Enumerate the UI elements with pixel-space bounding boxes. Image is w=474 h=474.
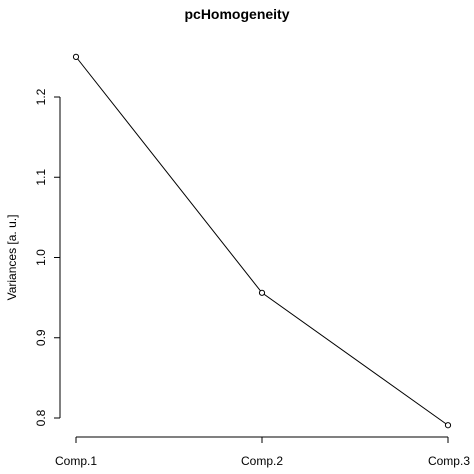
data-point [258, 289, 266, 296]
x-tick-label: Comp.2 [241, 454, 283, 468]
y-axis: 0.8 0.9 1.0 1.1 1.2 [34, 88, 61, 426]
x-tick-label: Comp.3 [428, 454, 470, 468]
data-point [444, 422, 452, 429]
x-tick-label: Comp.1 [55, 454, 97, 468]
series-line [75, 56, 449, 426]
plot-area [72, 53, 452, 429]
data-point [72, 53, 80, 60]
y-tick-label: 0.8 [34, 409, 48, 426]
y-ticks: 0.8 0.9 1.0 1.1 1.2 [34, 88, 60, 426]
y-tick-label: 1.1 [34, 169, 48, 186]
y-axis-label: Variances [a. u.] [5, 215, 19, 301]
y-tick-label: 0.9 [34, 329, 48, 346]
chart-title: pcHomogeneity [184, 6, 289, 22]
x-axis: Comp.1 Comp.2 Comp.3 [55, 436, 470, 468]
x-ticks: Comp.1 Comp.2 Comp.3 [55, 437, 470, 468]
y-tick-label: 1.2 [34, 88, 48, 105]
y-tick-label: 1.0 [34, 249, 48, 266]
